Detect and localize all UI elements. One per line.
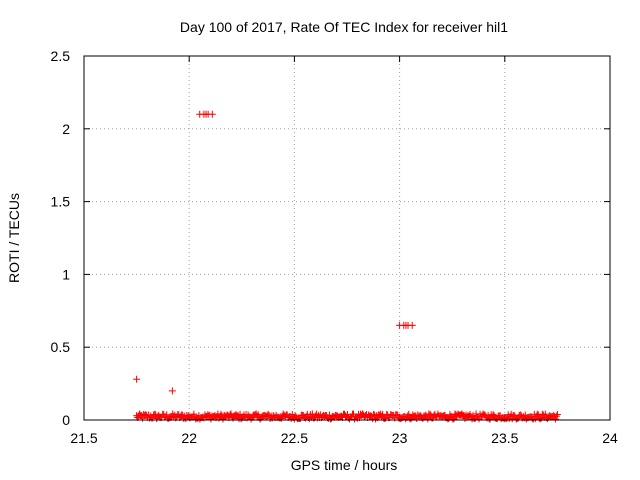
y-tick-label: 1 xyxy=(62,266,70,282)
data-point xyxy=(208,110,216,118)
baseline-point xyxy=(552,412,560,420)
baseline-point xyxy=(264,410,272,418)
x-tick-label: 22.5 xyxy=(281,430,308,446)
data-point xyxy=(408,321,416,329)
data-points xyxy=(133,110,561,423)
y-tick-label: 2 xyxy=(62,121,70,137)
baseline-point xyxy=(553,411,561,419)
baseline-point xyxy=(405,410,413,418)
baseline-point xyxy=(254,411,262,419)
baseline-point xyxy=(217,410,225,418)
baseline-point xyxy=(541,410,549,418)
x-tick-label: 22 xyxy=(181,430,197,446)
data-point xyxy=(168,387,176,395)
baseline-point xyxy=(288,410,296,418)
x-tick-label: 21.5 xyxy=(70,430,97,446)
y-tick-label: 1.5 xyxy=(51,194,71,210)
baseline-point xyxy=(424,415,432,423)
data-point xyxy=(133,375,141,383)
y-tick-label: 0.5 xyxy=(51,339,71,355)
baseline-point xyxy=(484,411,492,419)
x-tick-label: 24 xyxy=(602,430,618,446)
baseline-point xyxy=(247,415,255,423)
y-tick-label: 2.5 xyxy=(51,48,71,64)
plot-frame xyxy=(83,55,611,421)
baseline-point xyxy=(381,414,389,422)
baseline-point xyxy=(536,415,544,423)
chart-title: Day 100 of 2017, Rate Of TEC Index for r… xyxy=(180,19,508,35)
x-tick-label: 23.5 xyxy=(491,430,518,446)
y-tick-label: 0 xyxy=(62,412,70,428)
grid-lines xyxy=(84,56,610,420)
x-tick-label: 23 xyxy=(392,430,408,446)
y-axis-label: ROTI / TECUs xyxy=(6,193,22,283)
baseline-point xyxy=(449,415,457,423)
x-axis-label: GPS time / hours xyxy=(291,457,398,473)
baseline-point xyxy=(178,411,186,419)
